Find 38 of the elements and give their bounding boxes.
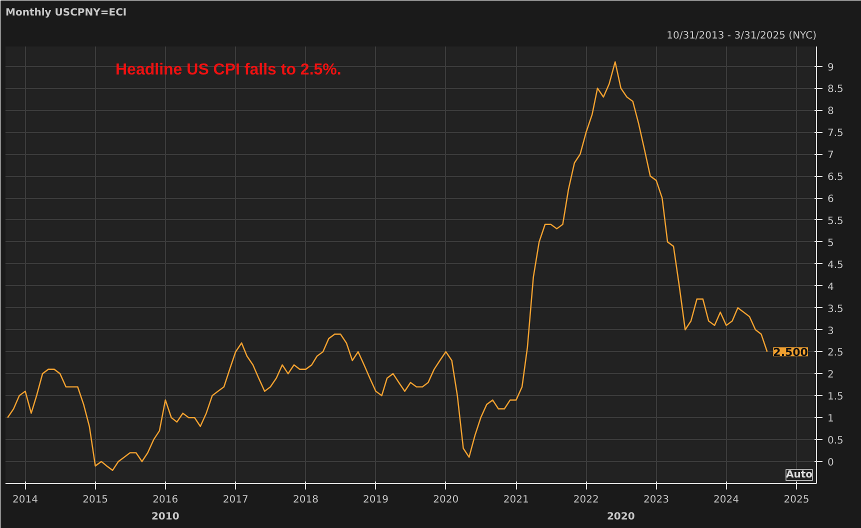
text: 2010 bbox=[151, 512, 180, 522]
y-tick-label: 7 bbox=[828, 150, 834, 162]
x-tick-label: 2023 bbox=[643, 494, 669, 506]
x-tick-label: 2025 bbox=[784, 494, 810, 506]
y-tick-label: 3.5 bbox=[828, 304, 844, 315]
y-tick-label: 9 bbox=[828, 62, 834, 74]
y-tick-label: 8.5 bbox=[828, 84, 844, 96]
y-tick-label: 5 bbox=[828, 238, 834, 249]
annotation: Headline US CPI falls to 2.5%. bbox=[116, 62, 342, 78]
chart-title: Monthly USCPNY=ECI bbox=[6, 8, 127, 18]
x-tick-label: 2021 bbox=[503, 494, 529, 506]
y-tick-label: 4.5 bbox=[828, 260, 844, 271]
y-tick-label: 8 bbox=[828, 106, 834, 118]
y-tick-label: 6 bbox=[828, 194, 834, 206]
x-tick-label: 2022 bbox=[573, 494, 599, 506]
y-tick-label: 0.5 bbox=[828, 436, 844, 447]
x-tick-label: 2020 bbox=[433, 494, 459, 506]
y-tick-label: 7.5 bbox=[828, 128, 844, 140]
y-tick-label: 3 bbox=[828, 326, 834, 337]
y-tick-label: 1 bbox=[828, 414, 834, 425]
x-tick-label: 2024 bbox=[714, 494, 740, 506]
y-tick-label: 5.5 bbox=[828, 216, 844, 227]
y-tick-label: 1.5 bbox=[828, 392, 844, 403]
y-tick-label: 2 bbox=[828, 370, 834, 381]
x-tick-label: 2016 bbox=[152, 494, 178, 506]
x-tick-label: 2017 bbox=[222, 494, 248, 506]
y-tick-label: 4 bbox=[828, 282, 834, 293]
y-tick-label: 0 bbox=[828, 458, 834, 469]
text: 2020 bbox=[606, 512, 635, 522]
chart-subtitle: 10/31/2013 - 3/31/2025 (NYC) bbox=[666, 30, 817, 42]
y-tick-label: 2.5 bbox=[828, 348, 844, 359]
line-series bbox=[6, 61, 768, 471]
x-tick-label: 2019 bbox=[363, 494, 389, 506]
x-tick-label: 2018 bbox=[292, 494, 318, 506]
annotation: 2.500 bbox=[773, 346, 808, 360]
x-tick-label: 2014 bbox=[12, 494, 38, 506]
x-tick-label: 2015 bbox=[82, 494, 108, 506]
y-tick-label: 6.5 bbox=[828, 172, 844, 184]
